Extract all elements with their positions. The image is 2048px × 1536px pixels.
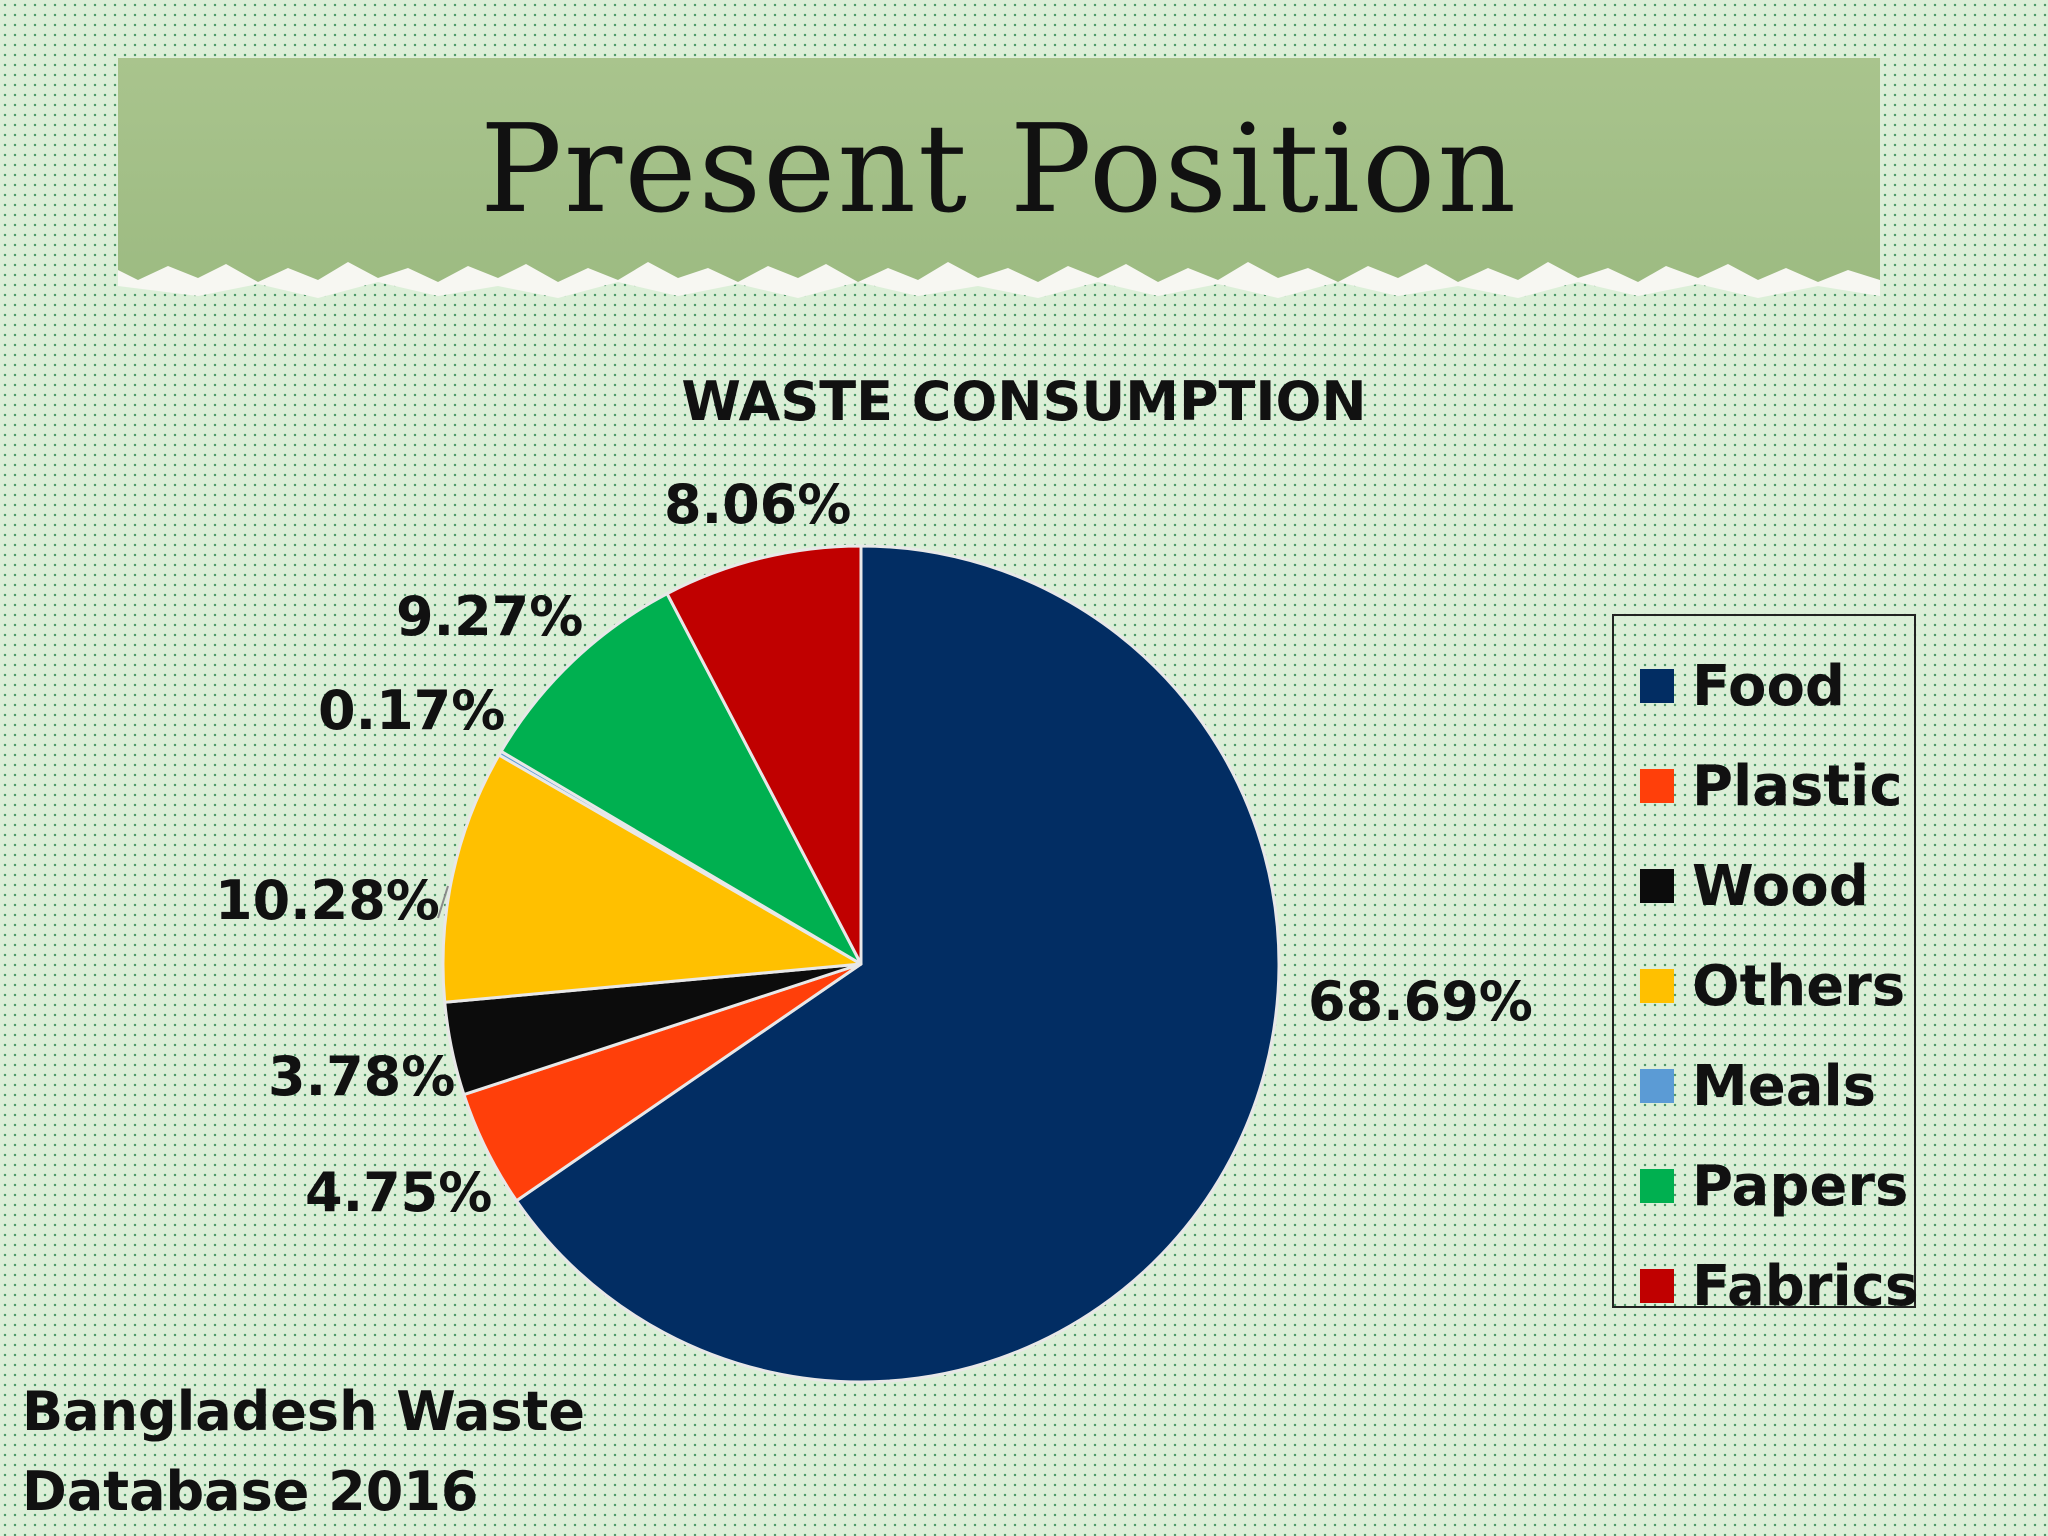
legend-label-others: Others [1692,953,1906,1019]
slice-label-food: 68.69% [1308,970,1533,1033]
legend-label-meals: Meals [1692,1053,1877,1119]
slice-label-plastic: 4.75% [305,1161,493,1224]
title-banner: Present Position [118,58,1880,308]
source-line-2: Database 2016 [22,1460,479,1523]
legend-label-papers: Papers [1692,1153,1909,1219]
legend-label-wood: Wood [1692,853,1869,919]
legend-item-meals: Meals [1614,1036,1914,1136]
banner-background [118,58,1880,298]
legend-item-others: Others [1614,936,1914,1036]
legend-swatch-others [1640,969,1674,1003]
slice-label-fabrics: 8.06% [664,473,852,536]
pie-slice-fabrics [665,544,863,966]
legend-swatch-papers [1640,1169,1674,1203]
legend-label-plastic: Plastic [1692,753,1903,819]
legend-swatch-wood [1640,869,1674,903]
legend-item-fabrics: Fabrics [1614,1236,1918,1336]
legend-item-papers: Papers [1614,1136,1914,1236]
source-note: Bangladesh Waste Database 2016 [22,1372,585,1532]
leader-line-others [437,885,449,919]
legend-item-food: Food [1614,636,1914,736]
legend-swatch-food [1640,669,1674,703]
legend-label-fabrics: Fabrics [1692,1253,1919,1319]
chart-title: WASTE CONSUMPTION [681,370,1367,433]
pie-slice-food [514,544,1281,1384]
source-line-1: Bangladesh Waste [22,1380,585,1443]
pie-slice-others [441,753,863,1004]
slide-title: Present Position [479,98,1519,240]
legend-item-plastic: Plastic [1614,736,1914,836]
slice-label-papers: 9.27% [396,585,584,648]
legend-swatch-meals [1640,1069,1674,1103]
legend-swatch-plastic [1640,769,1674,803]
slice-label-wood: 3.78% [268,1045,456,1108]
legend-item-wood: Wood [1614,836,1914,936]
pie-slice-papers [499,592,863,966]
slice-label-others: 10.28% [215,869,440,932]
legend-swatch-fabrics [1640,1269,1674,1303]
legend-label-food: Food [1692,653,1846,719]
chart-legend: Food Plastic Wood Others Meals Papers Fa… [1612,614,1918,1319]
slice-label-meals: 0.17% [318,679,506,742]
